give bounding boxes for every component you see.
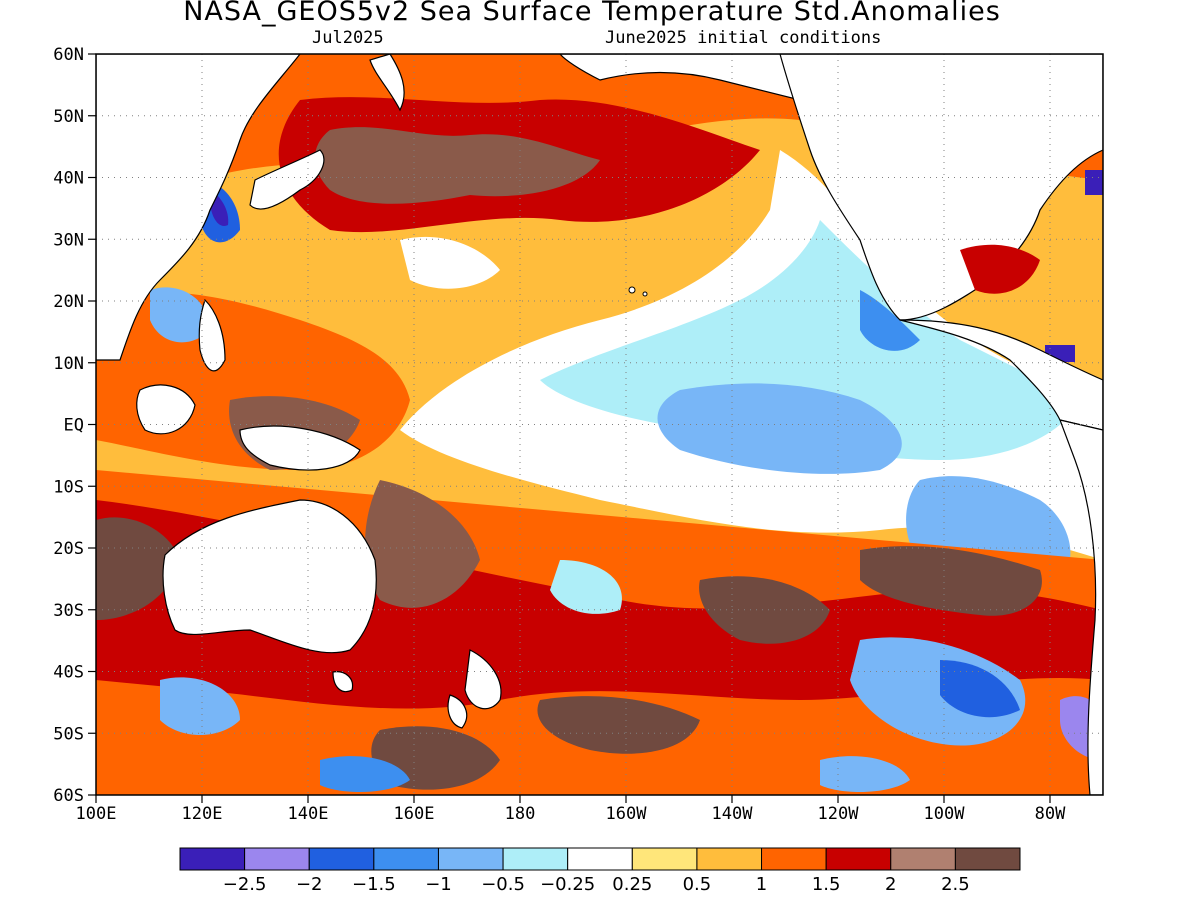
longitude-axis: 100E 120E 140E 160E 180 160W 140W 120W 100W 80W <box>76 795 1066 824</box>
colorbar-swatch <box>502 847 569 871</box>
colorbar-label: 0.25 <box>612 874 652 895</box>
lon-label: 100E <box>76 804 117 824</box>
colorbar-swatch <box>631 847 698 871</box>
lat-label: 10N <box>53 354 84 374</box>
colorbar-label: 1 <box>756 874 767 895</box>
lat-label: 10S <box>53 477 84 497</box>
colorbar-swatch <box>437 847 504 871</box>
colorbar-label: −1.5 <box>352 874 396 895</box>
lat-label: 30N <box>53 230 84 250</box>
colorbar-label: −0.25 <box>540 874 595 895</box>
map-title: NASA_GEOS5v2 Sea Surface Temperature Std… <box>183 0 1001 27</box>
colorbar-swatch <box>890 847 956 871</box>
colorbar-swatch <box>244 847 310 871</box>
colorbar-label: −0.5 <box>481 874 525 895</box>
lon-label: 180 <box>505 804 536 824</box>
lon-label: 120W <box>818 804 860 824</box>
colorbar-label: 1.5 <box>812 874 841 895</box>
colorbar-swatch <box>825 847 892 871</box>
lat-label: 20N <box>53 292 84 312</box>
colorbar-label: 2.5 <box>941 874 970 895</box>
initial-conditions: June2025 initial conditions <box>605 28 882 48</box>
colorbar-swatch <box>567 847 633 871</box>
lon-label: 140W <box>712 804 754 824</box>
lat-label: 40N <box>53 169 84 189</box>
lat-label: 60S <box>53 786 84 806</box>
lat-label: 50N <box>53 107 84 127</box>
colorbar-swatch <box>308 847 375 871</box>
colorbar-label: −2.5 <box>223 874 267 895</box>
colorbar-swatch <box>954 847 1021 871</box>
lon-label: 120E <box>182 804 223 824</box>
lon-label: 100W <box>924 804 966 824</box>
lat-label: 30S <box>53 601 84 621</box>
lon-label: 80W <box>1035 804 1066 824</box>
lat-label: 60N <box>53 45 84 65</box>
colorbar-swatch <box>373 847 439 871</box>
forecast-month: Jul2025 <box>312 28 384 48</box>
lon-label: 160E <box>394 804 435 824</box>
lat-label: 50S <box>53 724 84 744</box>
colorbar-swatch <box>696 847 763 871</box>
colorbar-label: −2 <box>296 874 323 895</box>
lat-label: 40S <box>53 663 84 683</box>
lon-label: 140E <box>288 804 329 824</box>
colorbar: −2.5 −2 −1.5 −1 −0.5 −0.25 0.25 0.5 1 1.5 2 2.5 <box>179 847 1021 895</box>
colorbar-label: 0.5 <box>683 874 712 895</box>
latitude-axis: 60N 50N 40N 30N 20N 10N EQ 10S 20S 30S 40S 50S 60S <box>53 45 96 806</box>
colorbar-swatch <box>761 847 827 871</box>
lat-label: EQ <box>64 416 84 436</box>
lon-label: 160W <box>606 804 648 824</box>
lat-label: 20S <box>53 539 84 559</box>
land-masses <box>96 54 1103 795</box>
colorbar-swatch <box>179 847 246 871</box>
colorbar-label: 2 <box>885 874 896 895</box>
colorbar-label: −1 <box>425 874 452 895</box>
